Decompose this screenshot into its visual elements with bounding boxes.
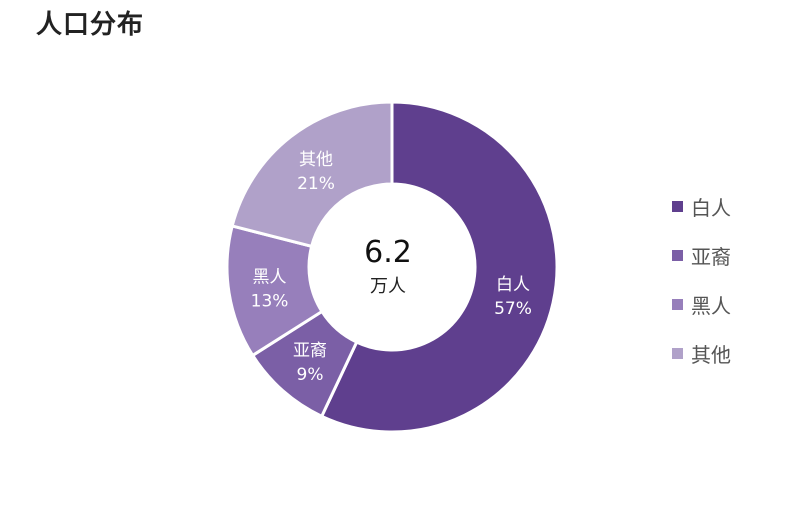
slice-label-name-white: 白人 — [496, 275, 530, 295]
center-total-value: 6.2 — [364, 235, 412, 270]
slice-label-percent-black: 13% — [251, 291, 289, 311]
center-total-unit: 万人 — [370, 276, 406, 297]
slice-label-name-other: 其他 — [299, 150, 333, 170]
legend-item-black[interactable]: 黑人 — [672, 280, 731, 329]
slice-labels-group: 白人 57% 亚裔 9% 黑人 13% 其他 21% — [251, 150, 532, 385]
legend-item-white[interactable]: 白人 — [672, 182, 731, 231]
legend-swatch-other — [672, 348, 683, 359]
slice-label-name-asian: 亚裔 — [293, 341, 327, 361]
slice-label-name-black: 黑人 — [253, 267, 287, 287]
legend-swatch-black — [672, 299, 683, 310]
chart-title: 人口分布 — [36, 10, 145, 40]
legend-label-white: 白人 — [691, 196, 731, 220]
legend-label-black: 黑人 — [691, 294, 731, 318]
legend-item-other[interactable]: 其他 — [672, 329, 731, 378]
slice-label-percent-asian: 9% — [297, 365, 324, 385]
legend-item-asian[interactable]: 亚裔 — [672, 231, 731, 280]
slice-label-percent-other: 21% — [297, 174, 335, 194]
legend: 白人 亚裔 黑人 其他 — [672, 182, 731, 378]
legend-swatch-asian — [672, 250, 683, 261]
slice-other[interactable] — [230, 100, 394, 249]
slice-white[interactable] — [319, 100, 559, 434]
slices-group — [225, 100, 559, 434]
legend-label-other: 其他 — [691, 343, 731, 367]
legend-label-asian: 亚裔 — [691, 245, 731, 269]
slice-label-percent-white: 57% — [494, 299, 532, 319]
legend-swatch-white — [672, 201, 683, 212]
